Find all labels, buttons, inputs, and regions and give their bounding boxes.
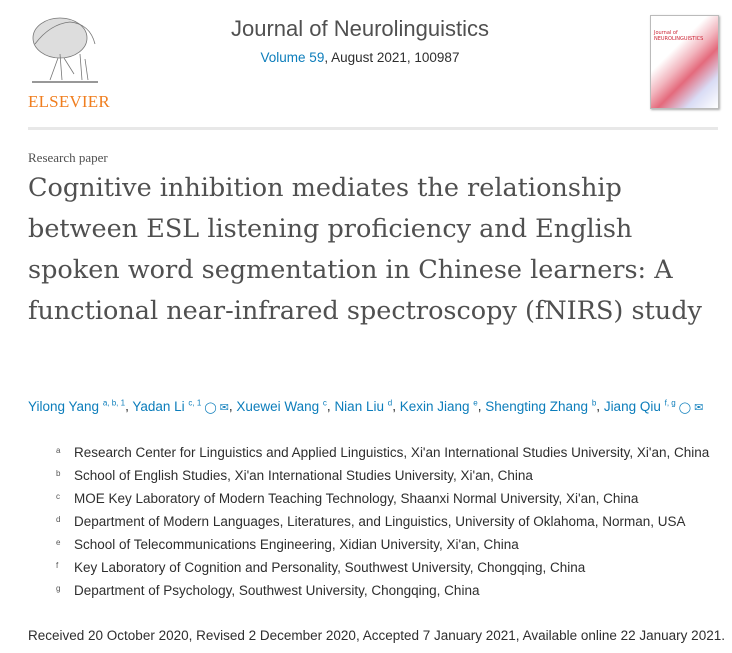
article-title: Cognitive inhibition mediates the relati…: [28, 173, 702, 326]
affiliation: g Department of Psychology, Southwest Uni…: [56, 583, 479, 598]
affiliation-label: f: [56, 561, 59, 570]
author-link[interactable]: Yilong Yang a, b, 1: [28, 398, 126, 414]
affiliation: a Research Center for Linguistics and App…: [56, 445, 709, 460]
author-affiliation-refs: c: [322, 398, 327, 407]
author-link[interactable]: Nian Liu d: [334, 398, 393, 414]
author-affiliation-refs: d: [387, 398, 393, 407]
article-dates: Received 20 October 2020, Revised 2 Dece…: [28, 628, 725, 643]
affiliation: c MOE Key Laboratory of Modern Teaching T…: [56, 491, 638, 506]
affiliation: f Key Laboratory of Cognition and Persona…: [56, 560, 585, 575]
author-link[interactable]: Kexin Jiang e: [399, 398, 478, 414]
author-name: Jiang Qiu: [603, 398, 661, 414]
affiliation: b School of English Studies, Xi'an Intern…: [56, 468, 533, 483]
affiliation-text: Department of Modern Languages, Literatu…: [74, 514, 686, 529]
affiliation-label: g: [56, 584, 61, 593]
affiliation-text: School of Telecommunications Engineering…: [74, 537, 519, 552]
author-link[interactable]: Jiang Qiu f, g ◯ ✉: [603, 398, 704, 414]
author-link[interactable]: Shengting Zhang b: [485, 398, 597, 414]
separator: ,: [228, 398, 237, 414]
affiliation-label: c: [56, 492, 60, 501]
author-link[interactable]: Yadan Li c, 1 ◯ ✉: [132, 398, 229, 414]
separator: ,: [477, 398, 486, 414]
article-type: Research paper: [28, 150, 108, 165]
cover-title: Journal of NEUROLINGUISTICS: [654, 30, 704, 42]
affiliation-label: b: [56, 469, 61, 478]
elsevier-tree-icon: [32, 17, 98, 83]
volume-link[interactable]: Volume 59: [260, 50, 325, 65]
affiliation-label: a: [56, 446, 61, 455]
divider: [28, 127, 718, 130]
elsevier-logo[interactable]: ELSEVIER: [28, 14, 114, 111]
affiliation-text: School of English Studies, Xi'an Interna…: [74, 468, 533, 483]
author-affiliation-refs: f, g: [664, 398, 676, 407]
separator: ,: [326, 398, 335, 414]
author-affiliation-refs: e: [473, 398, 478, 407]
author-name: Kexin Jiang: [399, 398, 470, 414]
author-list: Yilong Yang a, b, 1, Yadan Li c, 1 ◯ ✉, Xu…: [28, 398, 703, 414]
person-icon[interactable]: ◯: [204, 401, 217, 414]
separator: ,: [596, 398, 604, 414]
author-name: Shengting Zhang: [485, 398, 589, 414]
issue-info: , August 2021, 100987: [324, 50, 460, 65]
author-name: Yadan Li: [132, 398, 185, 414]
separator: ,: [392, 398, 400, 414]
author-affiliation-refs: a, b, 1: [102, 398, 126, 407]
elsevier-wordmark: ELSEVIER: [28, 92, 110, 111]
affiliation-text: MOE Key Laboratory of Modern Teaching Te…: [74, 491, 639, 506]
journal-cover-image[interactable]: Journal of NEUROLINGUISTICS: [650, 15, 719, 109]
affiliation-text: Research Center for Linguistics and Appl…: [74, 445, 710, 460]
affiliation: d Department of Modern Languages, Literat…: [56, 514, 686, 529]
affiliation-text: Key Laboratory of Cognition and Personal…: [74, 560, 586, 575]
journal-title[interactable]: Journal of Neurolinguistics: [230, 16, 490, 41]
affiliation-label: e: [56, 538, 61, 547]
author-name: Nian Liu: [334, 398, 384, 414]
volume-info: Volume 59, August 2021, 100987: [150, 50, 570, 65]
affiliation: e School of Telecommunications Engineerin…: [56, 537, 519, 552]
affiliation-text: Department of Psychology, Southwest Univ…: [74, 583, 480, 598]
author-name: Xuewei Wang: [236, 398, 320, 414]
author-affiliation-refs: c, 1: [188, 398, 202, 407]
affiliation-label: d: [56, 515, 61, 524]
author-link[interactable]: Xuewei Wang c: [236, 398, 327, 414]
email-icon[interactable]: ✉: [219, 401, 229, 414]
email-icon[interactable]: ✉: [694, 401, 704, 414]
author-affiliation-refs: b: [591, 398, 597, 407]
separator: ,: [125, 398, 133, 414]
author-name: Yilong Yang: [28, 398, 100, 414]
person-icon[interactable]: ◯: [678, 401, 692, 414]
